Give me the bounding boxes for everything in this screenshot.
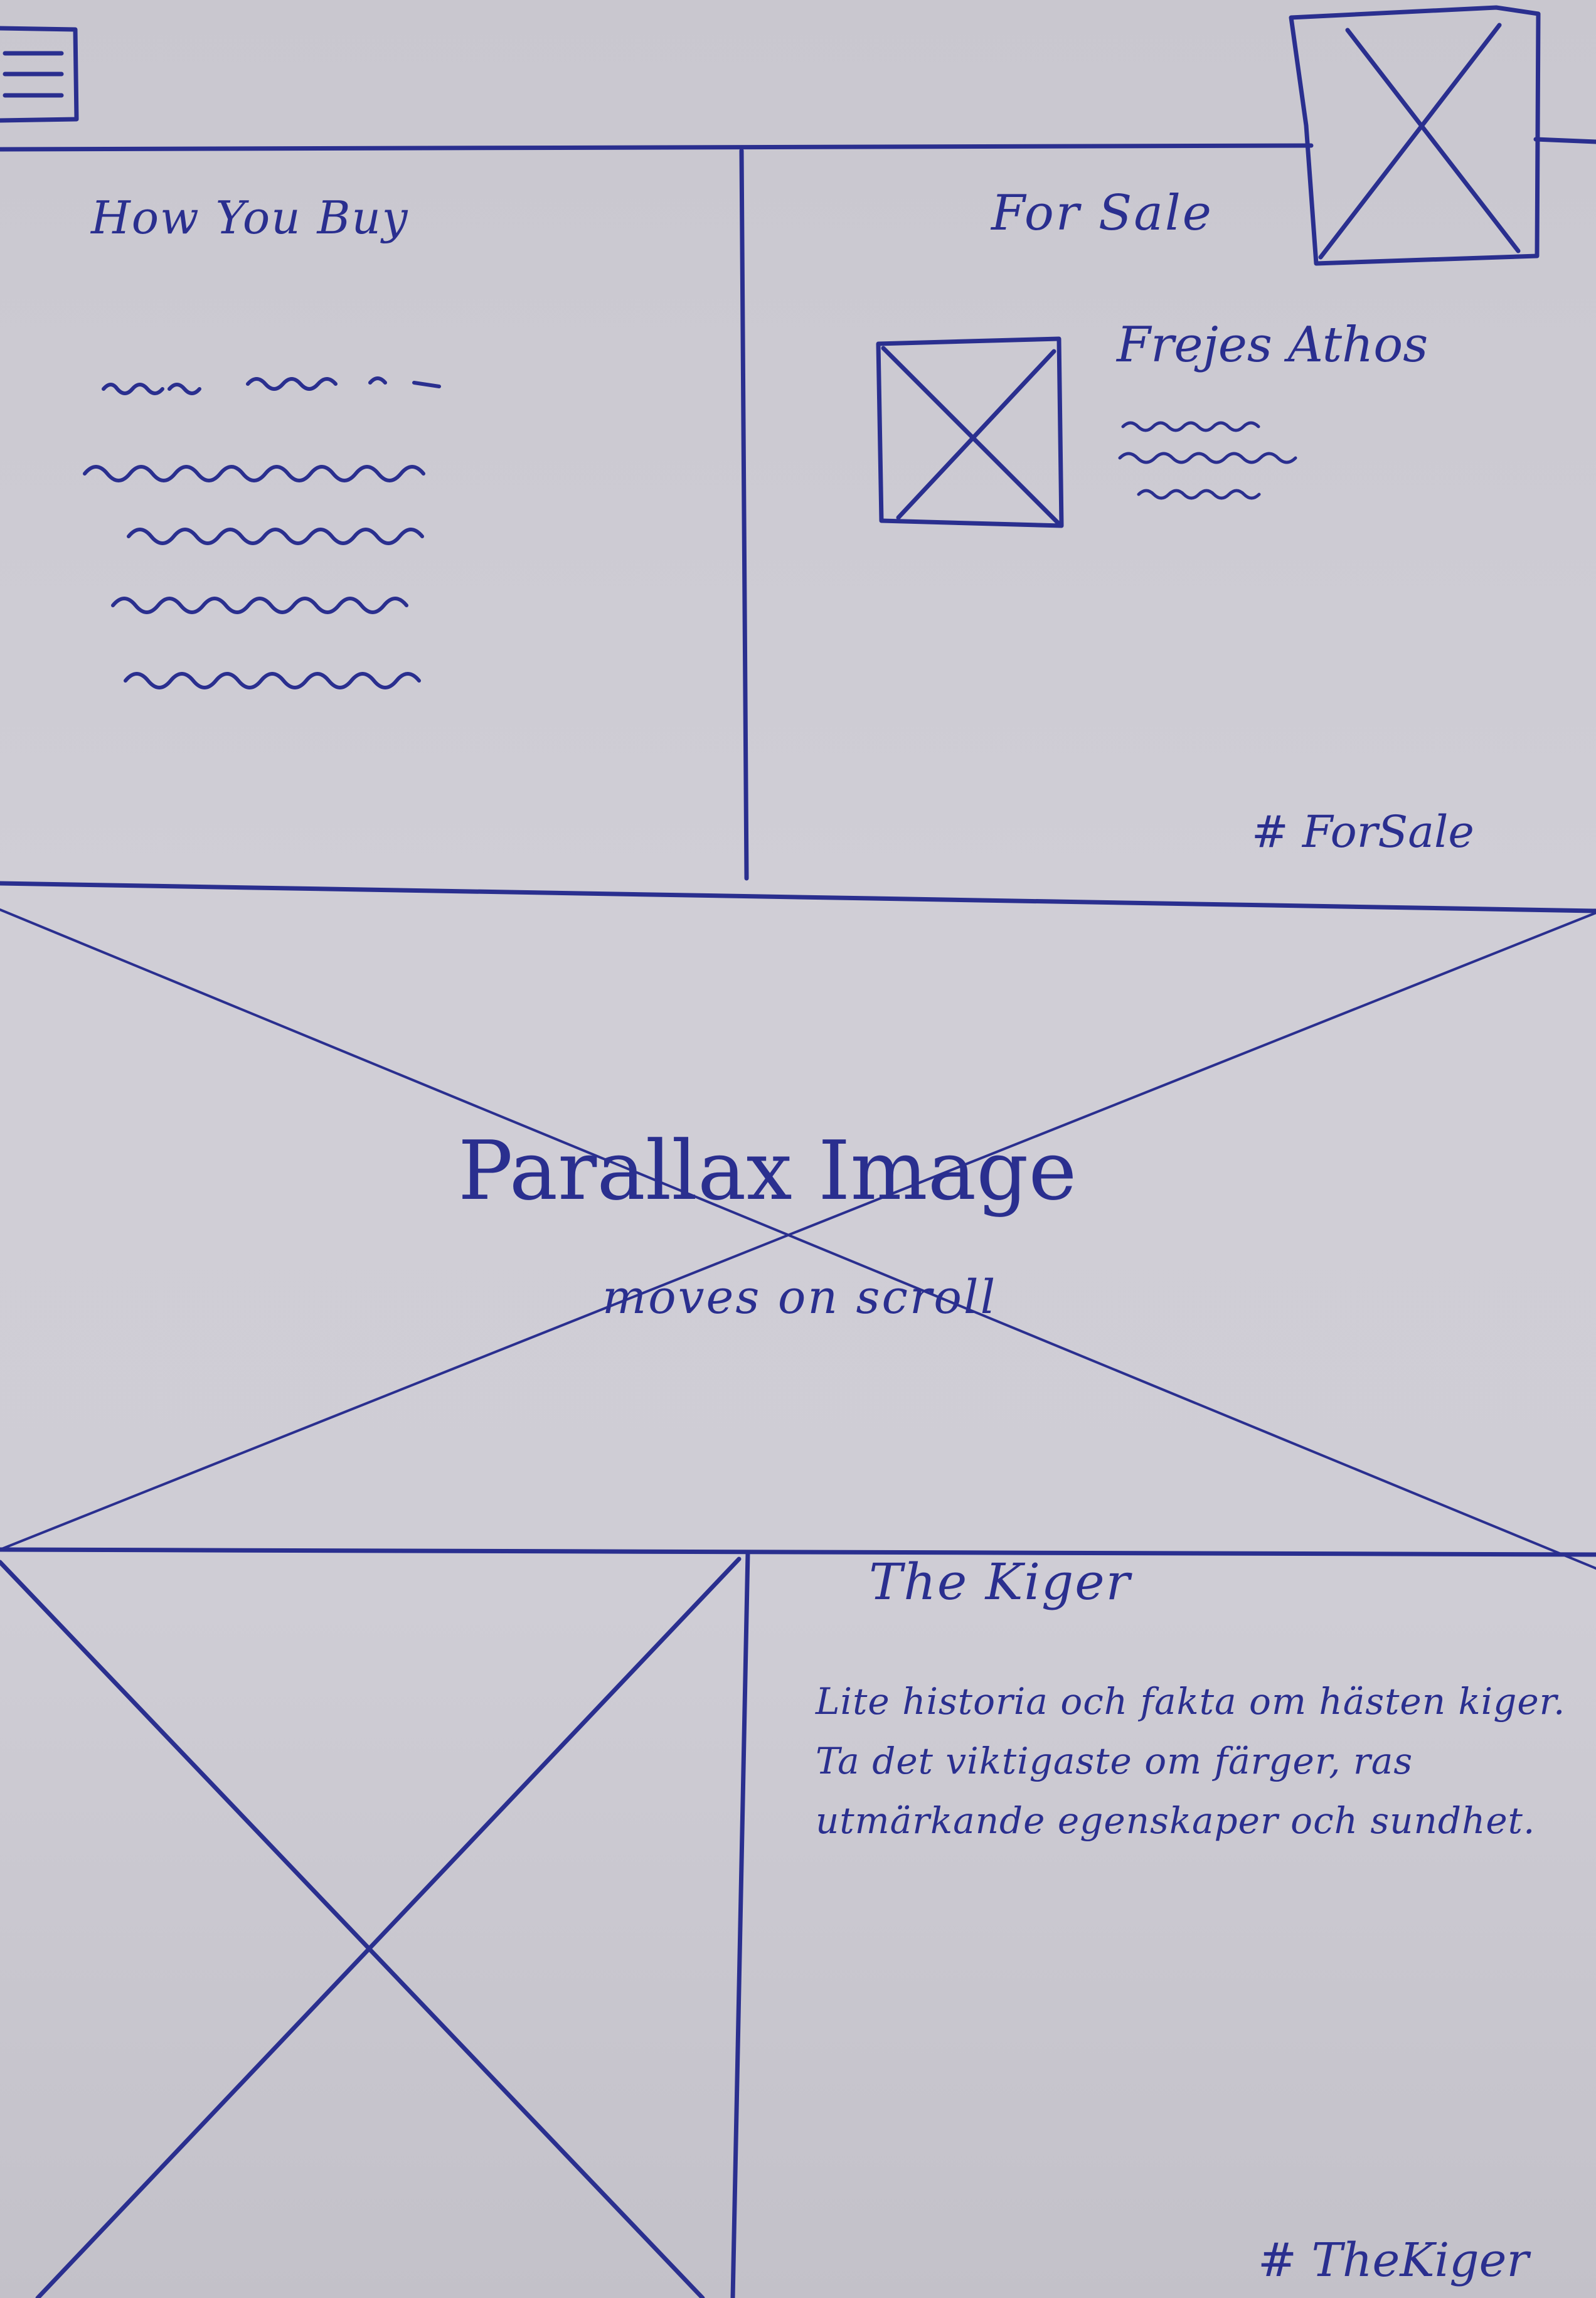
parallax-title: Parallax Image bbox=[458, 1123, 1077, 1218]
product-image-placeholder-icon[interactable] bbox=[876, 336, 1064, 528]
kiger-description: Lite historia och fakta om hästen kiger.… bbox=[816, 1680, 1566, 1842]
for-sale-item-name[interactable]: Frejes Athos bbox=[1117, 317, 1428, 373]
header-divider-right bbox=[1533, 137, 1596, 144]
how-you-buy-heading: How You Buy bbox=[91, 191, 409, 244]
for-sale-heading: For Sale bbox=[991, 185, 1213, 242]
parallax-image-placeholder-icon[interactable] bbox=[0, 908, 1596, 1570]
bottom-column-divider bbox=[730, 1550, 750, 2298]
for-sale-anchor-link[interactable]: # ForSale bbox=[1252, 806, 1474, 858]
menu-button[interactable] bbox=[0, 25, 78, 124]
parallax-top-border bbox=[0, 881, 1596, 913]
how-you-buy-text-lines bbox=[83, 376, 441, 689]
top-column-divider bbox=[739, 148, 749, 881]
parallax-bottom-border bbox=[0, 1547, 1596, 1557]
kiger-anchor-link[interactable]: # TheKiger bbox=[1258, 2233, 1529, 2287]
logo-placeholder-icon[interactable] bbox=[1289, 5, 1541, 266]
parallax-subtitle: moves on scroll bbox=[602, 1270, 998, 1324]
kiger-heading: The Kiger bbox=[869, 1553, 1131, 1611]
product-description-lines bbox=[1118, 421, 1297, 500]
header-divider bbox=[0, 143, 1314, 152]
hamburger-icon[interactable] bbox=[0, 26, 79, 123]
kiger-image-placeholder-icon[interactable] bbox=[0, 1556, 742, 2298]
